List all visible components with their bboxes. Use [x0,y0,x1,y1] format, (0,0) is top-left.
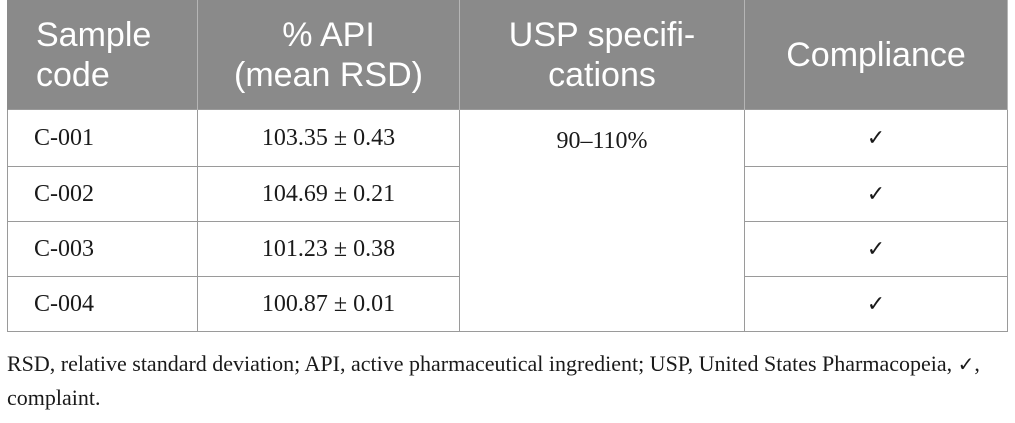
header-compliance-line1: Compliance [786,35,966,74]
api-value-cell: 103.35 ± 0.43 [197,109,460,167]
header-compliance: Compliance [744,0,1008,110]
compliance-check-icon: ✓ [744,109,1008,167]
api-value-cell: 101.23 ± 0.38 [197,221,460,277]
header-usp-specifications: USP specifi- cations [459,0,745,110]
header-api: % API (mean RSD) [197,0,460,110]
footnote-check-icon: ✓ [957,352,975,376]
sample-code-cell: C-001 [7,109,198,167]
header-usp-line1: USP specifi- [508,15,696,54]
results-table-container: Sample code % API (mean RSD) USP specifi… [7,0,1008,332]
footnote-text-end: , complaint. [7,351,980,410]
usp-specification-cell: 90–110% [459,109,745,332]
compliance-check-icon: ✓ [744,276,1008,332]
sample-code-cell: C-002 [7,166,198,222]
table-header: Sample code % API (mean RSD) USP specifi… [7,0,1008,110]
compliance-table: Sample code % API (mean RSD) USP specifi… [7,0,1008,332]
sample-code-cell: C-004 [7,276,198,332]
compliance-check-icon: ✓ [744,221,1008,277]
table-row: C-001 103.35 ± 0.43 90–110% ✓ [7,109,1008,332]
table-body: C-001 103.35 ± 0.43 90–110% ✓ C-002 104.… [7,109,1008,332]
header-api-line1: % API [282,15,375,54]
table-row: C-002 104.69 ± 0.21 ✓ [7,166,1008,222]
sample-code-cell: C-003 [7,221,198,277]
table-row: C-004 100.87 ± 0.01 ✓ [7,276,1008,332]
header-row: Sample code % API (mean RSD) USP specifi… [7,0,1008,110]
footnote-text: RSD, relative standard deviation; API, a… [7,351,958,376]
header-usp-line2: cations [548,55,656,94]
api-value-cell: 100.87 ± 0.01 [197,276,460,332]
api-value-cell: 104.69 ± 0.21 [197,166,460,222]
header-api-line2: (mean RSD) [234,55,423,94]
header-sample-code-line2: code [36,55,110,94]
table-row: C-003 101.23 ± 0.38 ✓ [7,221,1008,277]
table-footnote: RSD, relative standard deviation; API, a… [7,347,1012,415]
header-sample-code: Sample code [7,0,198,110]
compliance-check-icon: ✓ [744,166,1008,222]
header-sample-code-line1: Sample [36,15,152,54]
